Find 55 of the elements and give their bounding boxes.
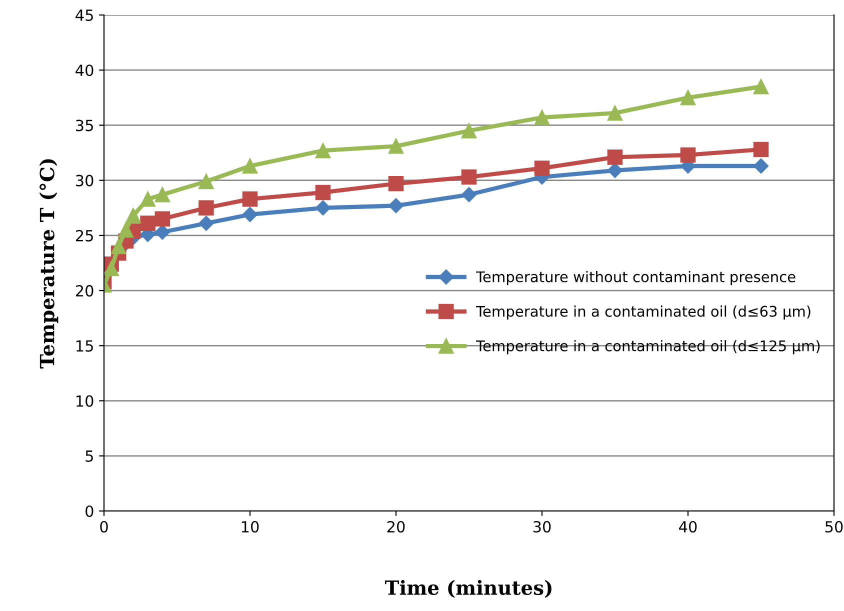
- point: [198, 216, 214, 231]
- y-tick-label: 15: [76, 340, 93, 352]
- point: [198, 200, 214, 216]
- point: [461, 123, 477, 138]
- point: [104, 260, 119, 276]
- x-tick-label: 40: [679, 520, 697, 533]
- point: [118, 222, 134, 238]
- y-tick-label: 45: [76, 10, 93, 22]
- x-tick-label: 30: [533, 520, 551, 533]
- x-tick-label: 10: [242, 520, 259, 533]
- point: [534, 110, 550, 126]
- y-tick-label: 5: [86, 450, 93, 462]
- legend-label: Temperature without contaminant presence: [476, 271, 796, 286]
- point: [534, 160, 550, 176]
- point: [680, 147, 696, 163]
- point: [388, 138, 404, 154]
- y-tick-label: 25: [76, 230, 93, 242]
- point: [388, 176, 404, 192]
- point: [242, 191, 258, 207]
- x-axis-title: Time (minutes): [384, 580, 552, 598]
- point: [242, 158, 258, 174]
- point: [315, 184, 331, 200]
- point: [140, 191, 156, 207]
- point: [461, 187, 477, 202]
- y-tick-label: 30: [76, 174, 94, 186]
- y-tick-label: 10: [76, 395, 94, 407]
- point: [607, 162, 623, 178]
- x-tick-label: 20: [387, 520, 405, 533]
- point: [110, 238, 126, 254]
- point: [607, 105, 623, 121]
- point: [126, 208, 141, 224]
- point: [315, 142, 331, 158]
- y-tick-label: 0: [86, 505, 94, 518]
- point: [753, 142, 769, 158]
- point: [154, 211, 170, 227]
- y-tick-label: 40: [76, 64, 94, 76]
- point: [140, 216, 156, 231]
- y-axis-title: Temperature T (°C): [39, 159, 58, 368]
- x-tick-label: 0: [100, 520, 108, 533]
- point: [242, 206, 258, 222]
- legend-label: Temperature in a contaminated oil (d≤125 µm): [476, 340, 820, 354]
- point: [753, 79, 769, 94]
- x-tick-label: 50: [825, 520, 843, 533]
- point: [388, 198, 404, 214]
- point: [680, 90, 696, 106]
- legend-label: Temperature in a contaminated oil (d≤63 µm): [476, 306, 810, 320]
- point: [461, 169, 477, 185]
- point: [315, 200, 331, 216]
- point: [607, 150, 623, 165]
- point: [154, 187, 170, 202]
- point: [154, 224, 170, 240]
- y-tick-label: 35: [76, 120, 93, 132]
- y-tick-label: 20: [76, 285, 94, 297]
- point: [753, 158, 769, 174]
- point: [198, 174, 214, 190]
